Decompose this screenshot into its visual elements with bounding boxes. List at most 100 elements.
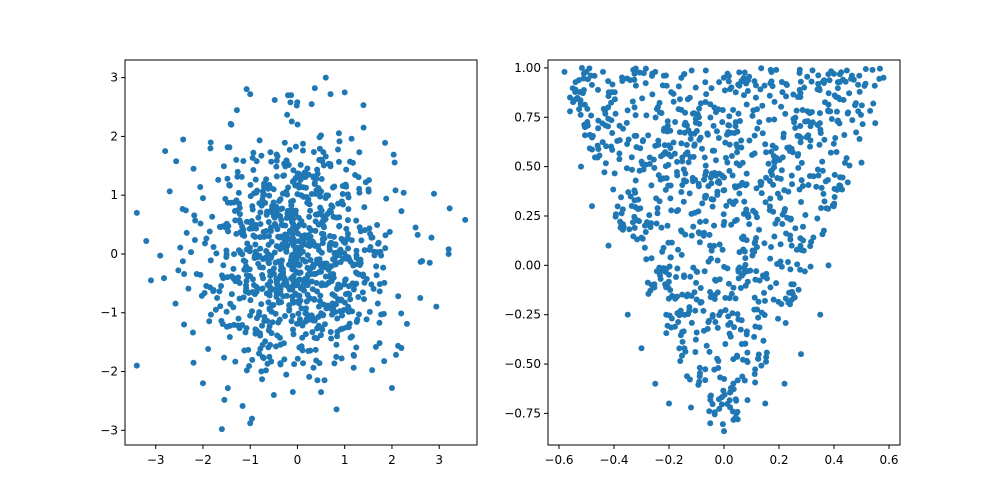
- scatter-point: [276, 234, 283, 241]
- scatter-point: [307, 207, 314, 214]
- scatter-point: [602, 160, 609, 167]
- scatter-point: [711, 147, 718, 154]
- scatter-point: [684, 96, 691, 103]
- scatter-point: [361, 296, 368, 303]
- scatter-point: [236, 211, 243, 218]
- scatter-point: [586, 65, 593, 72]
- scatter-point: [755, 298, 762, 305]
- scatter-point: [707, 101, 714, 108]
- scatter-point: [632, 112, 639, 119]
- scatter-point: [303, 298, 310, 305]
- scatter-point: [794, 132, 801, 139]
- scatter-point: [794, 261, 801, 268]
- scatter-point: [830, 140, 837, 147]
- scatter-point: [679, 181, 686, 188]
- scatter-point: [679, 352, 685, 359]
- scatter-point: [726, 295, 733, 302]
- y-tick-label: 0.00: [514, 258, 541, 272]
- scatter-point: [665, 239, 672, 246]
- scatter-point: [742, 255, 749, 262]
- scatter-point: [751, 306, 758, 313]
- scatter-point: [317, 204, 324, 211]
- scatter-point: [322, 273, 329, 280]
- scatter-point: [702, 67, 709, 74]
- scatter-point: [240, 232, 247, 239]
- scatter-point: [743, 357, 750, 364]
- scatter-point: [576, 106, 583, 113]
- scatter-point: [771, 98, 778, 105]
- scatter-point: [664, 122, 671, 129]
- scatter-point: [331, 183, 338, 190]
- scatter-point: [717, 374, 724, 381]
- scatter-point: [595, 125, 602, 132]
- scatter-point: [743, 206, 750, 213]
- scatter-point: [649, 91, 656, 98]
- x-tick-label: 0.2: [769, 453, 788, 467]
- scatter-point: [356, 224, 363, 231]
- scatter-point: [306, 373, 313, 380]
- scatter-point: [618, 210, 625, 217]
- scatter-point: [601, 107, 608, 114]
- scatter-point: [729, 172, 736, 179]
- scatter-point: [294, 99, 301, 106]
- scatter-point: [712, 319, 719, 325]
- scatter-point: [344, 230, 351, 237]
- scatter-point: [341, 89, 348, 96]
- scatter-point: [567, 94, 573, 101]
- scatter-point: [715, 134, 722, 141]
- scatter-point: [643, 112, 650, 119]
- scatter-point: [287, 257, 294, 264]
- scatter-point: [244, 240, 251, 247]
- scatter-point: [696, 105, 703, 112]
- scatter-point: [846, 162, 853, 169]
- scatter-point: [375, 239, 382, 246]
- scatter-point: [726, 198, 733, 205]
- scatter-point: [659, 248, 666, 255]
- scatter-point: [226, 182, 233, 189]
- scatter-point: [716, 276, 723, 283]
- scatter-point: [707, 114, 714, 121]
- scatter-point: [719, 119, 726, 126]
- y-tick-label: 0.50: [514, 160, 541, 174]
- scatter-point: [238, 173, 245, 180]
- scatter-point: [732, 396, 739, 403]
- scatter-point: [274, 226, 281, 233]
- scatter-point: [790, 115, 797, 122]
- scatter-point: [373, 272, 380, 279]
- scatter-point: [305, 171, 312, 178]
- scatter-point: [634, 217, 641, 224]
- scatter-point: [338, 355, 345, 362]
- left-axes-frame: [124, 59, 478, 446]
- scatter-point: [732, 89, 739, 96]
- scatter-point: [339, 325, 346, 332]
- scatter-point: [330, 213, 337, 220]
- scatter-point: [641, 244, 648, 251]
- scatter-point: [239, 403, 246, 410]
- scatter-point: [259, 286, 266, 293]
- scatter-point: [701, 229, 708, 236]
- scatter-point: [356, 189, 363, 196]
- scatter-point: [160, 275, 167, 282]
- scatter-point: [336, 214, 343, 221]
- scatter-point: [797, 139, 804, 146]
- scatter-point: [786, 148, 793, 155]
- scatter-point: [314, 243, 321, 250]
- scatter-point: [674, 265, 681, 272]
- scatter-point: [637, 205, 644, 212]
- scatter-point: [696, 239, 703, 246]
- scatter-point: [369, 234, 376, 241]
- scatter-point: [841, 159, 848, 166]
- scatter-point: [366, 308, 373, 315]
- scatter-point: [624, 311, 631, 318]
- scatter-point: [744, 397, 751, 404]
- scatter-point: [594, 86, 601, 93]
- scatter-point: [207, 257, 214, 264]
- scatter-point: [330, 256, 337, 263]
- scatter-point: [856, 136, 863, 143]
- scatter-point: [826, 77, 833, 84]
- scatter-point: [872, 120, 879, 127]
- scatter-point: [698, 298, 705, 305]
- scatter-point: [807, 137, 814, 144]
- scatter-point: [677, 358, 684, 365]
- scatter-point: [298, 218, 305, 225]
